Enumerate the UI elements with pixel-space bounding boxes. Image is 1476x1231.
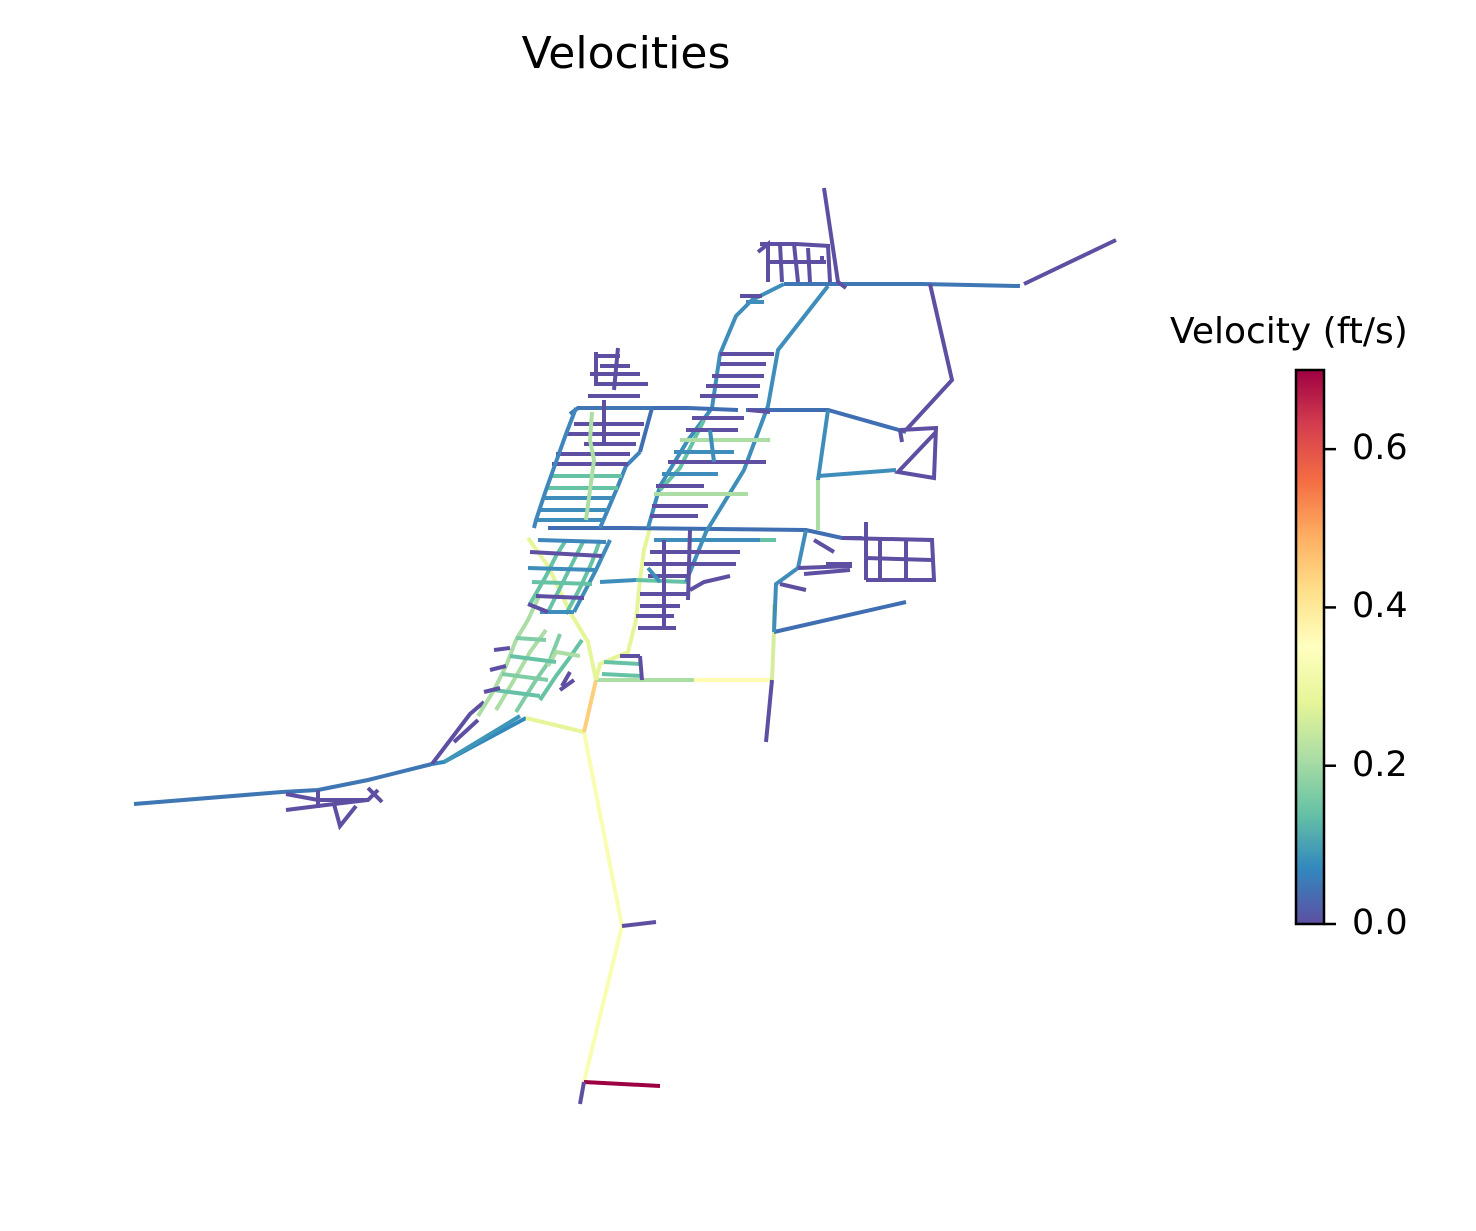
pipe-segment — [509, 654, 557, 664]
pipe-segment — [531, 580, 593, 586]
pipe-segment — [493, 646, 511, 652]
pipe-segment — [756, 239, 770, 282]
pipe-segment — [594, 527, 652, 681]
pipe-segment — [658, 419, 706, 492]
colorbar — [1294, 368, 1326, 926]
pipe-segment — [817, 468, 897, 478]
pipe-segment — [806, 247, 812, 283]
pipe-segment — [476, 593, 542, 718]
pipe-segment — [584, 411, 597, 521]
pipe-segment — [638, 406, 688, 453]
pipe-segment — [599, 578, 637, 584]
pipe-segment — [535, 594, 585, 600]
pipe-segment — [747, 408, 771, 414]
pipe-segment — [646, 566, 662, 584]
pipe-segment — [841, 536, 937, 582]
pipe-segment — [687, 406, 739, 412]
pipe-segment — [601, 672, 643, 678]
pipe-segment — [684, 284, 830, 583]
pipe-segment — [773, 600, 907, 634]
pipe-segment — [582, 731, 625, 1083]
pipe-segment — [708, 429, 716, 463]
pipe-segment — [772, 529, 808, 633]
pipe-segment — [898, 429, 904, 443]
pipe-segment — [558, 678, 576, 692]
pipe-segment — [489, 664, 507, 672]
pipe-segment — [612, 347, 620, 391]
pipe-segment — [452, 718, 480, 744]
pipe-segment — [803, 568, 851, 576]
pipe-segment — [483, 686, 501, 694]
pipe-segment — [638, 655, 644, 681]
pipe-segment — [784, 282, 1021, 288]
pipe-segment — [430, 700, 486, 766]
pipe-segment — [865, 556, 933, 562]
pipe-segment — [582, 679, 598, 733]
pipe-segment — [822, 187, 848, 290]
pipe-segment — [366, 786, 384, 804]
pipe-segment — [332, 803, 358, 831]
pipe-segment — [904, 283, 955, 432]
pipe-segment — [578, 1081, 586, 1105]
pipe-segment — [564, 539, 602, 615]
pipe-segment — [1023, 238, 1117, 286]
pipe-segment — [583, 1080, 661, 1088]
colorbar-tick-label: 0.4 — [1352, 586, 1408, 627]
pipe-segment — [603, 660, 641, 666]
colorbar-tick-label: 0.6 — [1352, 428, 1408, 469]
pipe-segment — [133, 762, 433, 806]
pipe-segment — [826, 245, 832, 283]
pipe-segment — [528, 538, 568, 605]
pipe-segment — [560, 671, 572, 687]
pipe-segment — [442, 714, 522, 764]
chart-title: Velocities — [521, 28, 731, 79]
pipe-segment — [686, 529, 692, 601]
pipe-segment — [797, 564, 853, 570]
pipe-segment — [779, 582, 807, 592]
pipe-segment — [764, 679, 774, 743]
pipe-segment — [893, 425, 939, 481]
pipe-segment — [501, 672, 549, 682]
pipe-segment — [537, 538, 607, 544]
pipe-segment — [538, 638, 584, 702]
pipe-segment — [812, 538, 836, 554]
pipe-segment — [285, 792, 368, 802]
pipe-segment — [525, 716, 585, 734]
pipe-segment — [568, 406, 652, 416]
colorbar-tick-label: 0.0 — [1352, 903, 1408, 943]
pipe-segment — [527, 566, 597, 572]
pipe-segment — [621, 920, 657, 928]
pipe-segment — [515, 636, 547, 642]
colorbar-tick-label: 0.2 — [1352, 744, 1408, 785]
pipe-segments — [133, 187, 1117, 1105]
pipe-segment — [529, 550, 603, 558]
colorbar-label: Velocity (ft/s) — [1170, 311, 1408, 352]
pipe-segment — [689, 574, 731, 592]
colorbar-ticks — [1324, 447, 1336, 926]
pipe-segment — [532, 407, 578, 529]
pipe-segment — [493, 688, 541, 698]
pipe-segment — [527, 602, 549, 614]
pipe-segment — [514, 633, 562, 714]
